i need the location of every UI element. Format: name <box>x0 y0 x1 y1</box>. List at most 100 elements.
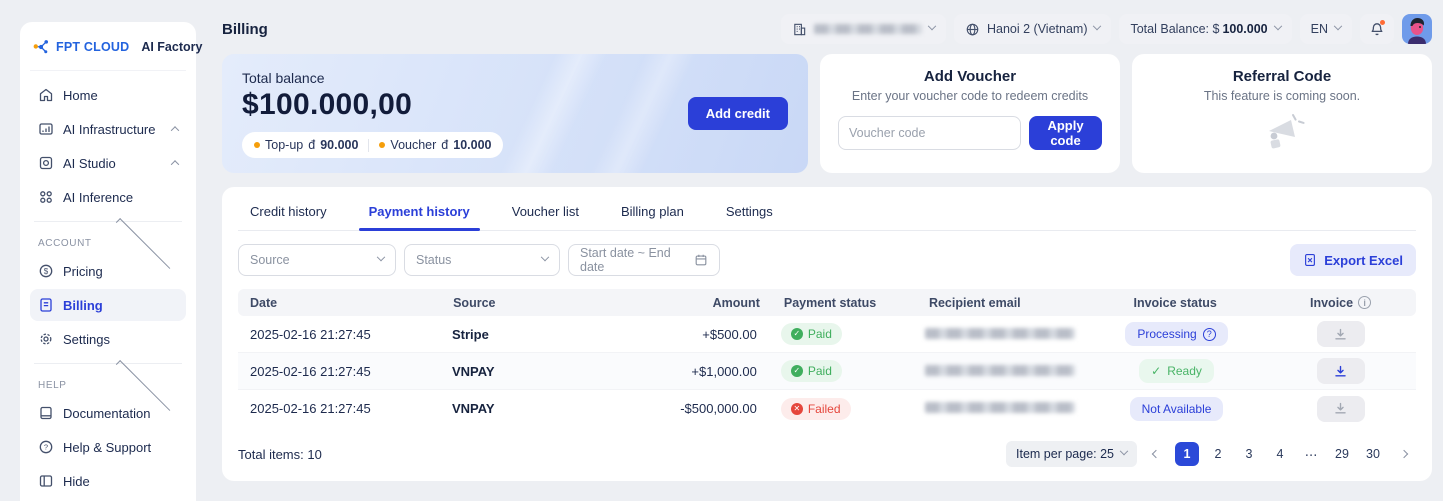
table-row: 2025-02-16 21:27:45 Stripe +$500.00 ✓ Pa… <box>238 316 1416 353</box>
payment-status-badge: ✓ Paid <box>780 360 842 382</box>
section-label: HELP <box>38 380 67 391</box>
cell-source: Stripe <box>451 326 489 342</box>
referral-card-subtitle: This feature is coming soon. <box>1203 89 1361 103</box>
page-button-30[interactable]: 30 <box>1366 447 1380 461</box>
page-button-4[interactable]: 4 <box>1276 447 1284 461</box>
orange-dot-icon <box>254 142 260 148</box>
sidebar-item-label: Documentation <box>63 405 151 421</box>
invoice-status-label: Ready <box>1167 364 1202 378</box>
col-header-source: Source <box>453 295 496 310</box>
status-filter-placeholder: Status <box>416 253 452 267</box>
language-selector[interactable]: EN <box>1299 14 1352 44</box>
voucher-code-input[interactable] <box>838 116 1021 150</box>
section-label: ACCOUNT <box>38 238 92 249</box>
region-selector[interactable]: Hanoi 2 (Vietnam) <box>953 14 1112 44</box>
date-range-picker[interactable]: Start date ~ End date <box>568 244 720 276</box>
sidebar-section-help[interactable]: HELP <box>30 359 186 414</box>
payment-status-badge: ✕ Failed <box>780 397 851 420</box>
chevron-left-icon <box>1151 449 1161 459</box>
next-page-button[interactable] <box>1392 442 1416 466</box>
sidebar-item-help-support[interactable]: ? Help & Support <box>30 431 186 463</box>
chevron-down-icon <box>927 21 937 31</box>
brand-name: FPT CLOUD <box>56 40 130 54</box>
sidebar-item-billing[interactable]: Billing <box>30 289 186 321</box>
chevron-down-icon <box>376 252 386 262</box>
chevron-up-icon[interactable] <box>170 160 180 169</box>
table-header-row: Date Source Amount Payment status Recipi… <box>238 289 1416 316</box>
sidebar-item-label: AI Inference <box>63 189 134 205</box>
sidebar-item-ai-infrastructure[interactable]: AI Infrastructure <box>30 113 186 145</box>
info-icon[interactable]: i <box>1358 296 1372 309</box>
page-button-29[interactable]: 29 <box>1335 447 1349 461</box>
voucher-breakdown: Voucher đ 10.000 <box>379 138 491 152</box>
balance-breakdown: Top-up đ 90.000 Voucher đ 10.000 <box>242 132 504 158</box>
sidebar-section-account[interactable]: ACCOUNT <box>30 217 186 272</box>
svg-text:?: ? <box>44 443 48 452</box>
orange-dot-icon <box>379 142 386 148</box>
studio-icon <box>38 155 54 171</box>
sidebar-divider <box>34 363 182 364</box>
tab-settings[interactable]: Settings <box>725 204 773 219</box>
home-icon <box>38 87 54 103</box>
brand-logo[interactable]: FPT CLOUD AI Factory <box>30 36 202 71</box>
cell-invoice-status: ✓ Ready ? <box>1087 359 1266 383</box>
col-header-payment-status: Payment status <box>783 295 877 310</box>
chevron-down-icon <box>1119 446 1129 456</box>
avatar[interactable] <box>1402 14 1432 44</box>
sidebar-item-pricing[interactable]: $ Pricing <box>30 255 186 287</box>
excel-file-icon <box>1303 253 1317 267</box>
chevron-down-icon <box>1333 21 1343 31</box>
date-range-placeholder: Start date ~ End date <box>580 246 671 274</box>
referral-card-title: Referral Code <box>1232 68 1332 85</box>
globe-icon <box>965 22 980 37</box>
add-credit-button[interactable]: Add credit <box>687 97 788 130</box>
sidebar-item-home[interactable]: Home <box>30 79 186 111</box>
question-circle-icon[interactable]: ? <box>1202 327 1216 341</box>
export-excel-button[interactable]: Export Excel <box>1290 244 1416 276</box>
notifications-button[interactable] <box>1360 14 1394 44</box>
tab-billing-plan[interactable]: Billing plan <box>620 204 684 219</box>
sidebar-item-label: Help & Support <box>63 439 152 455</box>
cell-invoice-status: ✓ Processing ? <box>1087 322 1266 346</box>
cell-invoice <box>1266 358 1416 384</box>
recipient-email-redacted <box>925 364 1076 376</box>
sidebar-item-hide[interactable]: Hide <box>30 465 186 497</box>
tab-credit-history[interactable]: Credit history <box>250 204 327 219</box>
workspace-selector[interactable] <box>780 14 946 44</box>
invoice-download-button[interactable] <box>1316 395 1365 422</box>
chevron-up-icon[interactable] <box>170 126 180 135</box>
sidebar-item-ai-studio[interactable]: AI Studio <box>30 147 186 179</box>
document-icon <box>38 405 54 421</box>
items-per-page-select[interactable]: Item per page: 25 <box>1006 441 1137 467</box>
topup-label: Top-up <box>265 138 304 152</box>
page-button-2[interactable]: 2 <box>1214 447 1222 461</box>
col-header-date: Date <box>250 295 278 310</box>
topup-breakdown: Top-up đ 90.000 <box>254 138 358 152</box>
total-balance-selector[interactable]: Total Balance: $100.000 <box>1119 14 1292 44</box>
status-filter-select[interactable]: Status <box>404 244 560 276</box>
sidebar-item-settings[interactable]: Settings <box>30 323 186 355</box>
cell-amount: +$500.00 <box>702 326 757 342</box>
tab-payment-history[interactable]: Payment history <box>358 191 480 231</box>
recipient-email-redacted <box>925 402 1076 413</box>
prev-page-button[interactable] <box>1144 442 1168 466</box>
chevron-down-icon <box>1273 21 1282 31</box>
source-filter-select[interactable]: Source <box>238 244 396 276</box>
cell-invoice-status: ✓ Not Available ? <box>1087 396 1266 421</box>
invoice-status-badge: ✓ Processing ? <box>1125 322 1228 346</box>
invoice-download-button[interactable] <box>1316 321 1365 347</box>
cell-payment-status: ✓ Paid <box>769 323 913 345</box>
apply-code-button[interactable]: Apply code <box>1029 116 1102 150</box>
status-dot-icon: ✕ <box>790 402 803 415</box>
sidebar-item-documentation[interactable]: Documentation <box>30 397 186 429</box>
balance-amount: $100.000,00 <box>242 88 413 121</box>
page-button-3[interactable]: 3 <box>1245 447 1253 461</box>
tab-voucher-list[interactable]: Voucher list <box>511 204 579 219</box>
invoice-download-button[interactable] <box>1316 358 1365 384</box>
infrastructure-icon <box>38 121 54 137</box>
page-button-1[interactable]: 1 <box>1175 442 1199 466</box>
sidebar-item-ai-inference[interactable]: AI Inference <box>30 181 186 213</box>
balance-title: Total balance <box>242 70 325 86</box>
cell-recipient-email <box>913 364 1087 379</box>
sidebar-item-label: Home <box>63 87 98 103</box>
